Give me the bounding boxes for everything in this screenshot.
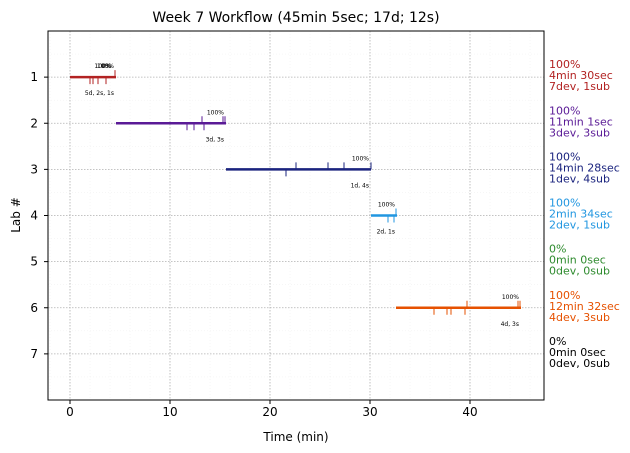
- pct-label: 100%: [502, 294, 519, 301]
- x-axis-label: Time (min): [262, 430, 328, 444]
- pct-label: 100%: [97, 63, 114, 70]
- y-tick-label: 5: [30, 255, 38, 269]
- side-summary-line: 0dev, 0sub: [549, 357, 610, 370]
- timeline-marks: [70, 70, 521, 315]
- side-summary-line: 0dev, 0sub: [549, 265, 610, 278]
- pct-label: 100%: [352, 155, 369, 162]
- side-summary-line: 3dev, 3sub: [549, 126, 610, 139]
- y-tick-label: 7: [30, 347, 38, 361]
- side-summary-line: 11min 1sec: [549, 115, 613, 128]
- side-summary-line: 7dev, 1sub: [549, 80, 610, 93]
- side-summary-line: 14min 28sec: [549, 161, 620, 174]
- pct-label: 100%: [378, 202, 395, 209]
- side-summary-line: 100%: [549, 197, 580, 210]
- x-tick-label: 40: [462, 405, 477, 419]
- y-axis-label: Lab #: [9, 197, 23, 233]
- x-tick-label: 10: [162, 405, 177, 419]
- side-summary-line: 2dev, 1sub: [549, 219, 610, 232]
- y-tick-label: 4: [30, 209, 38, 223]
- side-summary-line: 0%: [549, 243, 566, 256]
- grid: [48, 31, 544, 400]
- pct-label: 100%: [207, 109, 224, 116]
- x-tick-label: 20: [262, 405, 277, 419]
- y-tick-label: 2: [30, 116, 38, 130]
- side-summary-line: 1dev, 4sub: [549, 172, 610, 185]
- side-summary-line: 12min 32sec: [549, 300, 620, 313]
- side-summary-line: 0%: [549, 335, 566, 348]
- side-summary-line: 100%: [549, 104, 580, 117]
- counts-label: 5d, 2s, 1s: [85, 90, 114, 97]
- x-tick-label: 0: [66, 405, 74, 419]
- side-summary-line: 100%: [549, 58, 580, 71]
- side-summary-line: 0min 0sec: [549, 346, 606, 359]
- x-tick-label: 30: [362, 405, 377, 419]
- y-tick-label: 6: [30, 301, 38, 315]
- side-summary-line: 100%: [549, 150, 580, 163]
- counts-label: 1d, 4s: [351, 182, 369, 189]
- side-summary-line: 0min 0sec: [549, 254, 606, 267]
- pct-label-extra: 100%: [94, 63, 111, 70]
- y-tick-label: 1: [30, 70, 38, 84]
- counts-label: 4d, 3s: [501, 321, 519, 328]
- side-summary-line: 4dev, 3sub: [549, 311, 610, 324]
- chart-title: Week 7 Workflow (45min 5sec; 17d; 12s): [152, 10, 439, 26]
- pct-label-extra: 0%: [101, 63, 111, 70]
- y-tick-label: 3: [30, 162, 38, 176]
- counts-label: 2d, 1s: [377, 229, 395, 236]
- side-summary-line: 4min 30sec: [549, 69, 613, 82]
- axes: 0 10 20 30 40 1 2 3 4 5 6 7: [30, 30, 545, 419]
- counts-label: 3d, 3s: [206, 136, 224, 143]
- side-summary-line: 2min 34sec: [549, 208, 613, 221]
- side-summary-line: 100%: [549, 289, 580, 302]
